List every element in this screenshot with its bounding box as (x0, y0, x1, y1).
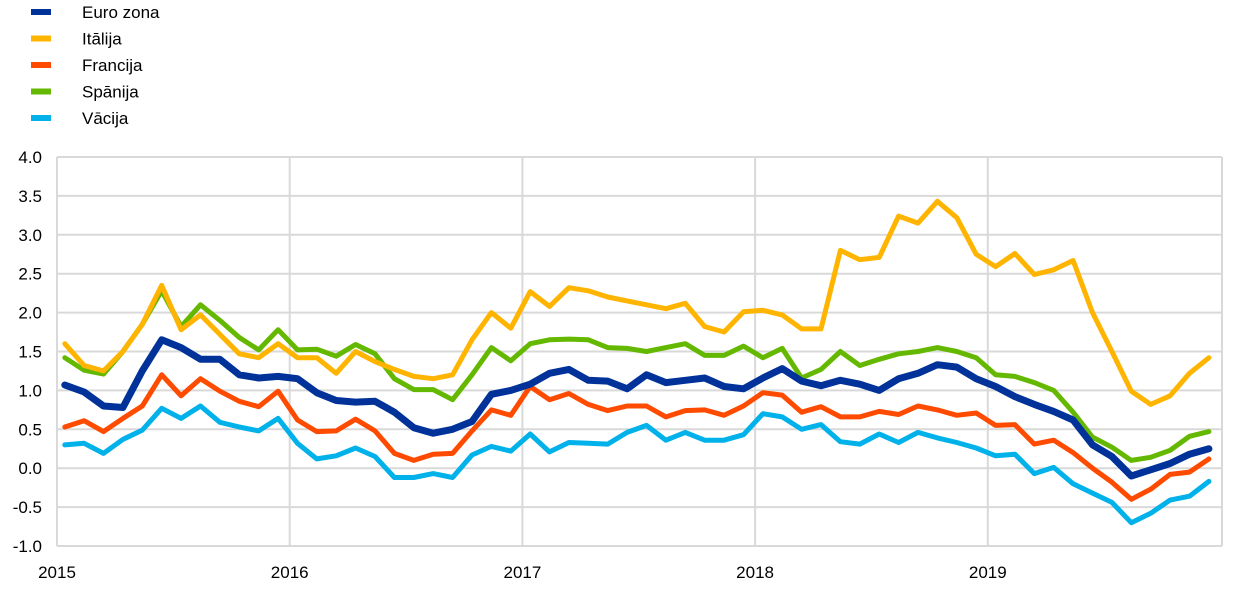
y-axis: 4.0 3.5 3.0 2.5 2.0 1.5 1.0 0.5 0.0 -0.5 -1.0 (13, 148, 42, 556)
y-tick-label: 4.0 (18, 148, 42, 167)
series-line-3 (62, 288, 1212, 463)
x-tick-label: 2017 (503, 563, 541, 582)
x-tick-label: 2019 (969, 563, 1007, 582)
x-tick-label: 2018 (736, 563, 774, 582)
y-tick-label: -0.5 (13, 498, 42, 517)
y-tick-label: 0.0 (18, 459, 42, 478)
x-tick-label: 2015 (38, 563, 76, 582)
y-tick-label: 3.5 (18, 187, 42, 206)
y-tick-label: 0.5 (18, 420, 42, 439)
x-tick-label: 2016 (271, 563, 309, 582)
legend-label: Francija (82, 56, 143, 75)
series-lines (61, 198, 1213, 526)
y-tick-label: -1.0 (13, 537, 42, 556)
y-tick-label: 2.0 (18, 304, 42, 323)
legend-label: Vācija (82, 109, 129, 128)
y-tick-label: 1.5 (18, 343, 42, 362)
series-line-0 (61, 336, 1213, 480)
x-axis: 2015 2016 2017 2018 2019 (38, 563, 1007, 582)
series-line-4 (62, 403, 1212, 526)
legend: Euro zona Itālija Francija Spānija Vācija (31, 3, 160, 128)
legend-label: Euro zona (82, 3, 160, 22)
y-tick-label: 2.5 (18, 265, 42, 284)
series-line-1 (62, 198, 1212, 407)
legend-label: Spānija (82, 83, 139, 102)
y-tick-label: 3.0 (18, 226, 42, 245)
legend-label: Itālija (82, 30, 122, 49)
series-line-2 (62, 372, 1212, 502)
y-tick-label: 1.0 (18, 381, 42, 400)
